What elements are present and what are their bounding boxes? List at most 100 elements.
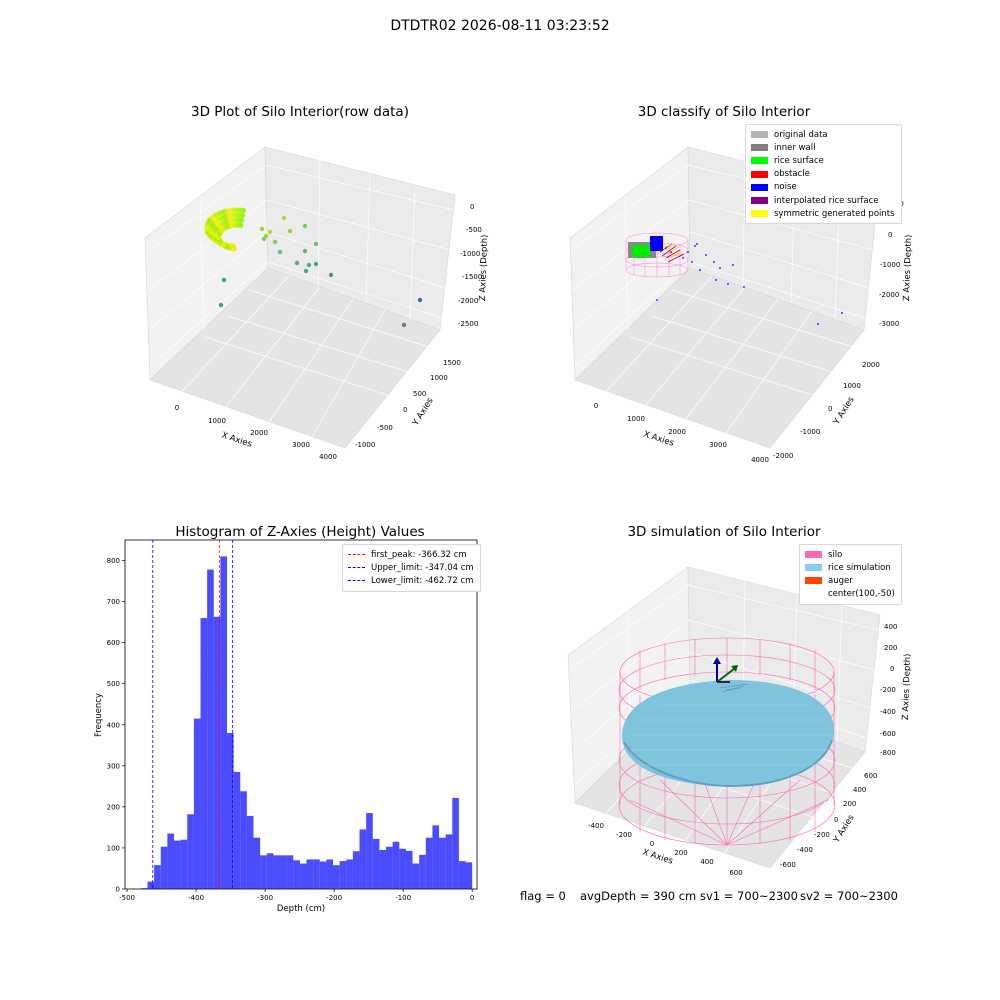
p1-ztick: -1000 — [460, 250, 480, 258]
histogram-bar — [399, 848, 406, 889]
legend-entry: inner wall — [751, 141, 895, 154]
histogram-bar — [233, 771, 241, 889]
noise-point — [719, 267, 721, 269]
panel1-scatter-points — [204, 207, 423, 328]
legend-label: first_peak: -366.32 cm — [371, 549, 467, 560]
histogram-bar — [405, 850, 413, 889]
legend-label: interpolated rice surface — [774, 195, 879, 206]
histogram-bar — [379, 849, 387, 889]
legend-line — [348, 580, 365, 582]
scatter-point — [277, 249, 283, 255]
legend-label: obstacle — [774, 169, 810, 180]
histogram-bar — [326, 859, 334, 889]
x-tick-label: -100 — [395, 894, 411, 902]
scatter-point — [240, 212, 246, 218]
histogram-bar — [227, 732, 234, 889]
panel1-3d-axes: 0 1000 2000 3000 4000 -1000 -500 0 500 1… — [144, 146, 490, 461]
panel2-title: 3D classify of Silo Interior — [637, 104, 811, 120]
x-tick-label: 0 — [470, 894, 474, 902]
legend-label: auger — [828, 575, 853, 586]
p4-legend: silo rice simulation auger center(100,-5… — [799, 544, 902, 605]
scatter-point — [302, 223, 308, 229]
histogram-bar — [160, 846, 168, 889]
y-tick-label: 0 — [116, 886, 120, 894]
histogram-bar — [213, 616, 221, 889]
legend-entry: noise — [751, 181, 895, 194]
noise-point — [841, 312, 843, 314]
histogram-bar — [392, 841, 400, 889]
histogram-bar — [180, 839, 188, 889]
p2-xtick: 4000 — [751, 456, 769, 464]
histogram-bar — [193, 718, 201, 889]
legend-label: Upper_limit: -347.04 cm — [371, 562, 474, 573]
p4-xtick: -400 — [588, 822, 604, 830]
scatter-point — [281, 215, 287, 221]
noise-point — [715, 279, 717, 281]
noise-point — [705, 254, 707, 256]
p1-ytick: 1500 — [443, 359, 461, 367]
noise-point — [713, 261, 715, 263]
legend-entry: original data — [751, 128, 895, 141]
histogram-bar — [333, 865, 340, 889]
scatter-point — [306, 262, 312, 268]
p4-ztick: -600 — [880, 730, 896, 738]
scatter-point — [287, 228, 293, 234]
scatter-point — [302, 248, 308, 254]
p1-xtick: 1000 — [208, 417, 226, 425]
histogram-bar — [432, 825, 440, 889]
legend-label: noise — [774, 182, 797, 193]
histogram-bar — [266, 853, 274, 889]
noise-point — [817, 323, 819, 325]
p1-ytick: 0 — [403, 406, 407, 414]
p3-legend: first_peak: -366.32 cm Upper_limit: -347… — [342, 544, 481, 592]
p2-noise-cluster — [650, 236, 663, 251]
p1-ylabel: Y Axies — [410, 396, 436, 429]
p2-ztick: -2000 — [879, 291, 899, 299]
scatter-point — [259, 226, 265, 232]
p2-ytick: -1000 — [800, 428, 820, 436]
legend-entry: obstacle — [751, 168, 895, 181]
noise-point — [656, 299, 658, 301]
p2-ytick: 2000 — [862, 361, 880, 369]
legend-swatch — [751, 157, 768, 165]
histogram-vlines — [152, 540, 234, 889]
noise-point — [687, 251, 689, 253]
scatter-point — [267, 229, 273, 235]
panel3-title: Histogram of Z-Axies (Height) Values — [175, 524, 425, 540]
legend-swatch — [751, 144, 768, 152]
legend-line — [348, 554, 365, 556]
legend-entry: center(100,-50) — [805, 588, 895, 601]
legend-entry: symmetric generated points — [751, 207, 895, 220]
histogram-bar — [240, 791, 247, 889]
p1-ztick: -2500 — [458, 320, 478, 328]
histogram-bar — [339, 861, 347, 889]
p2-ztick: 0 — [888, 231, 892, 239]
legend-entry: interpolated rice surface — [751, 194, 895, 207]
x-tick-label: -200 — [326, 894, 342, 902]
histogram-bar — [253, 837, 261, 889]
p3-axes-frame — [124, 539, 478, 890]
p4-ztick: -200 — [880, 686, 896, 694]
legend-swatch — [751, 170, 768, 178]
p1-ytick: 500 — [413, 390, 426, 398]
p4-ytick: 400 — [853, 786, 866, 794]
legend-entry: rice simulation — [805, 561, 895, 574]
panel4-3d-axes: -400 -200 0 200 400 600 -600 -400 -200 0… — [567, 566, 913, 877]
histogram-bar — [200, 618, 208, 889]
legend-swatch — [751, 210, 768, 218]
legend-entry: Lower_limit: -462.72 cm — [348, 574, 474, 587]
p4-ztick: -400 — [880, 708, 896, 716]
p4-ytick: 600 — [864, 772, 877, 780]
p2-rice-surface — [632, 245, 650, 257]
histogram-bar — [313, 859, 320, 889]
histogram-bar — [458, 861, 466, 889]
histogram-bar — [167, 833, 175, 889]
scatter-point — [221, 277, 227, 283]
status-flag: flag = 0 — [520, 889, 566, 903]
scatter-point — [272, 239, 278, 245]
status-sv2: sv2 = 700~2300 — [800, 889, 898, 903]
scatter-point — [218, 302, 224, 308]
scatter-point — [313, 261, 319, 267]
p2-ytick: -2000 — [773, 452, 793, 460]
